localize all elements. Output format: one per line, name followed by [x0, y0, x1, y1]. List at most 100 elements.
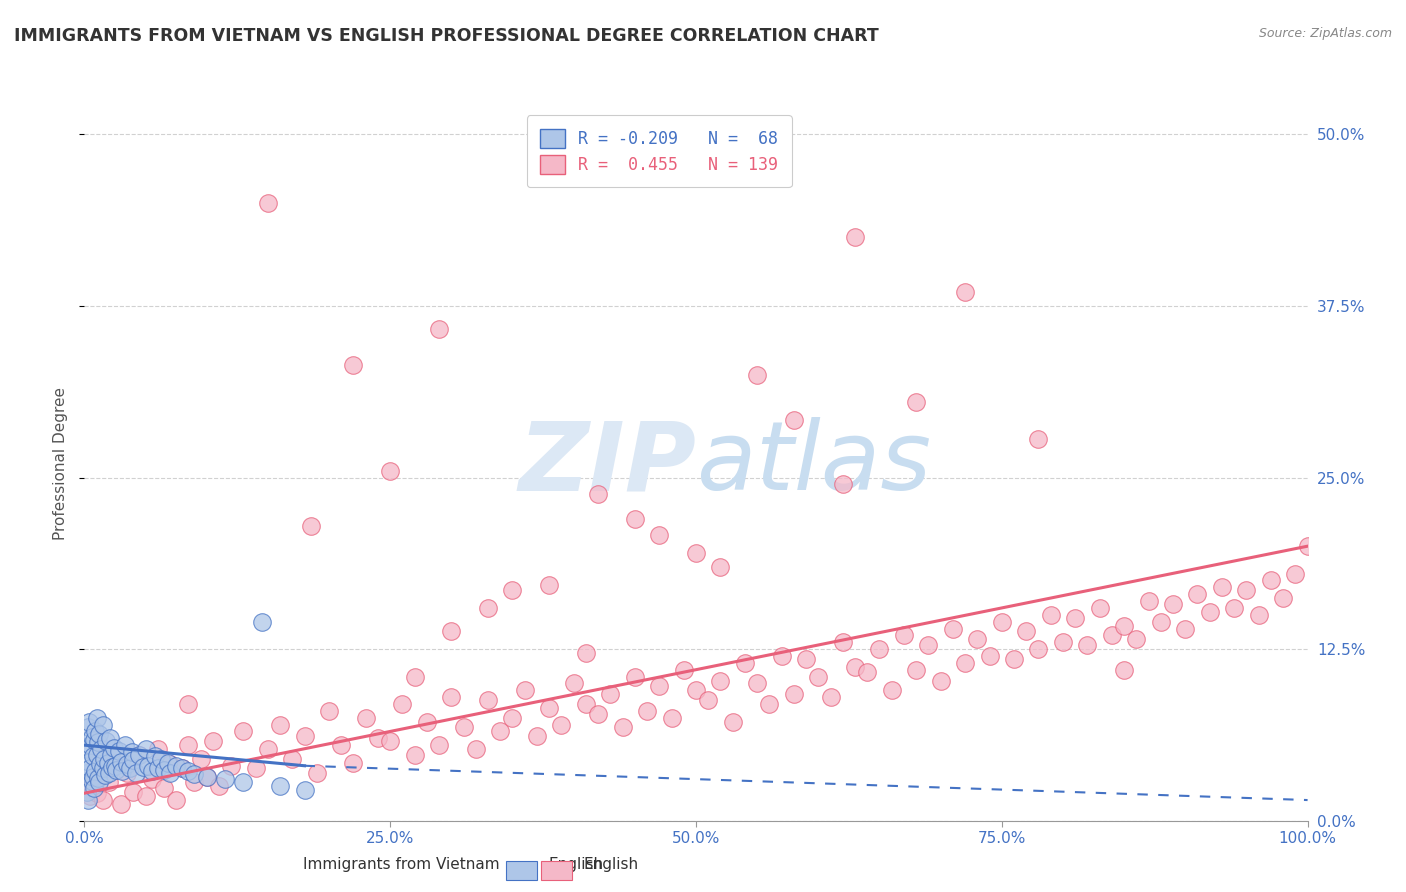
Point	[83, 780, 105, 795]
Point	[115, 765, 138, 780]
Point	[97, 765, 120, 780]
Point	[624, 512, 647, 526]
Point	[953, 656, 976, 670]
Point	[76, 785, 98, 799]
Point	[79, 762, 101, 776]
Point	[91, 793, 114, 807]
Point	[648, 679, 671, 693]
Point	[770, 648, 793, 663]
Point	[1114, 619, 1136, 633]
Text: IMMIGRANTS FROM VIETNAM VS ENGLISH PROFESSIONAL DEGREE CORRELATION CHART: IMMIGRANTS FROM VIETNAM VS ENGLISH PROFE…	[14, 27, 879, 45]
Point	[183, 775, 205, 789]
Point	[103, 740, 125, 755]
Point	[153, 780, 176, 795]
Point	[367, 731, 389, 746]
Point	[190, 752, 212, 766]
Point	[1088, 601, 1111, 615]
Point	[90, 742, 112, 756]
Point	[526, 729, 548, 743]
Point	[404, 747, 426, 762]
Point	[97, 756, 120, 770]
Point	[844, 660, 866, 674]
Point	[538, 701, 561, 715]
Legend: R = -0.209   N =  68, R =  0.455   N = 139: R = -0.209 N = 68, R = 0.455 N = 139	[527, 115, 792, 187]
Point	[86, 711, 108, 725]
Point	[905, 395, 928, 409]
Point	[156, 756, 179, 770]
Point	[146, 762, 169, 776]
Point	[141, 772, 163, 787]
Point	[98, 731, 121, 746]
Point	[477, 601, 499, 615]
Point	[734, 656, 756, 670]
Point	[87, 771, 110, 785]
Point	[107, 744, 129, 758]
Point	[104, 758, 127, 772]
Point	[489, 724, 512, 739]
Point	[153, 763, 176, 777]
Point	[135, 789, 157, 803]
Point	[709, 673, 731, 688]
Point	[101, 760, 124, 774]
Point	[83, 732, 105, 747]
Point	[1211, 580, 1233, 594]
Point	[929, 673, 952, 688]
Point	[342, 358, 364, 372]
Point	[502, 583, 524, 598]
Text: ZIP: ZIP	[517, 417, 696, 510]
Point	[991, 615, 1014, 629]
Point	[685, 683, 707, 698]
Point	[416, 714, 439, 729]
Point	[1187, 587, 1209, 601]
Point	[165, 793, 187, 807]
Point	[91, 717, 114, 731]
Point	[1002, 651, 1025, 665]
Point	[208, 780, 231, 794]
Point	[783, 413, 806, 427]
Point	[1198, 605, 1220, 619]
Point	[172, 762, 194, 776]
Point	[942, 622, 965, 636]
Point	[477, 693, 499, 707]
Point	[513, 683, 536, 698]
Point	[575, 697, 598, 711]
Point	[87, 775, 110, 789]
Point	[1174, 622, 1197, 636]
Point	[76, 742, 98, 756]
Point	[86, 747, 108, 762]
Point	[232, 724, 254, 739]
Point	[612, 720, 634, 734]
Point	[464, 742, 486, 756]
Point	[80, 730, 103, 744]
Point	[269, 717, 291, 731]
Point	[1125, 632, 1147, 647]
Point	[75, 765, 97, 780]
Point	[172, 762, 194, 776]
Text: English: English	[583, 857, 638, 872]
Point	[575, 646, 598, 660]
Point	[648, 528, 671, 542]
Point	[440, 624, 463, 639]
Point	[354, 711, 377, 725]
Point	[697, 693, 720, 707]
Point	[953, 285, 976, 300]
Point	[104, 756, 127, 770]
Point	[1296, 539, 1319, 553]
Point	[1052, 635, 1074, 649]
Point	[87, 727, 110, 741]
Point	[232, 775, 254, 789]
Point	[1114, 663, 1136, 677]
Point	[599, 687, 621, 701]
Point	[905, 663, 928, 677]
Point	[114, 738, 136, 752]
Point	[1161, 597, 1184, 611]
Point	[122, 753, 145, 767]
Point	[721, 714, 744, 729]
Point	[214, 772, 236, 787]
Text: atlas: atlas	[696, 417, 931, 510]
Point	[807, 669, 830, 683]
Point	[250, 615, 273, 629]
Point	[1101, 628, 1123, 642]
Point	[330, 738, 353, 752]
Point	[118, 762, 141, 776]
